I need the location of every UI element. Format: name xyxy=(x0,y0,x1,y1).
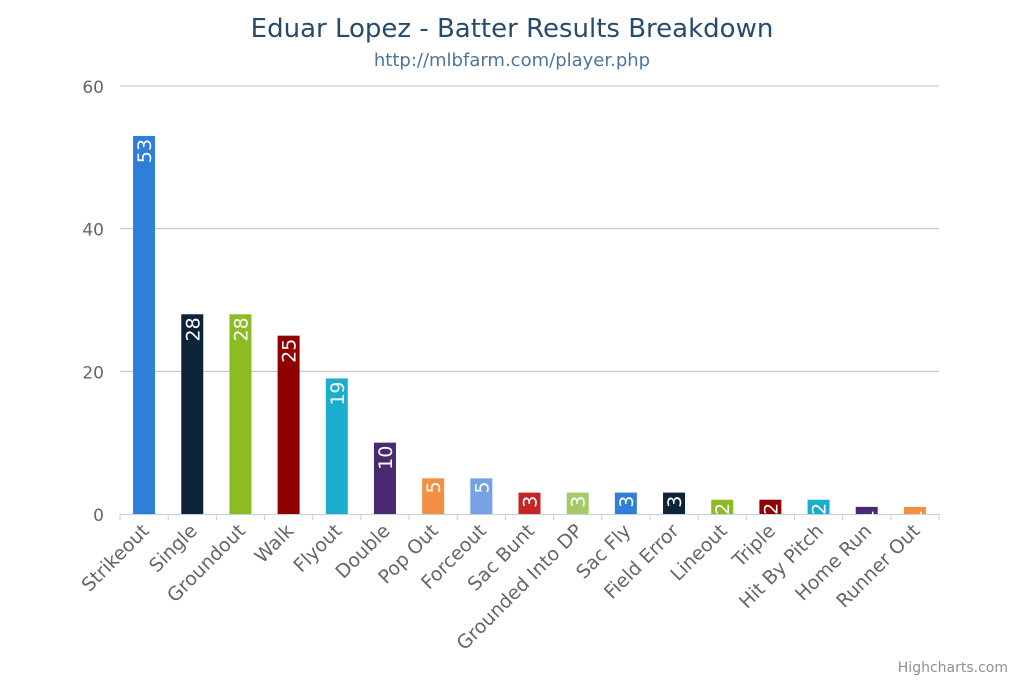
chart-subtitle[interactable]: http://mlbfarm.com/player.php xyxy=(373,50,651,71)
x-tick-label: Strikeout xyxy=(77,520,153,596)
bar xyxy=(277,335,300,514)
y-tick-label: 20 xyxy=(82,363,104,383)
bar xyxy=(903,506,926,514)
data-label: 3 xyxy=(616,496,638,508)
data-label: 5 xyxy=(423,481,445,493)
data-label: 19 xyxy=(327,381,349,405)
bar xyxy=(759,499,782,514)
data-label: 53 xyxy=(134,139,156,163)
bar xyxy=(229,314,252,514)
bar xyxy=(807,499,830,514)
data-label: 10 xyxy=(375,446,397,470)
bar xyxy=(325,378,348,514)
data-label: 1 xyxy=(905,510,927,522)
bar xyxy=(422,478,445,514)
y-tick-label: 60 xyxy=(82,78,104,98)
bar xyxy=(566,492,589,514)
bar xyxy=(614,492,637,514)
data-label: 2 xyxy=(712,503,734,515)
data-label: 28 xyxy=(182,317,204,341)
bar xyxy=(470,478,493,514)
y-tick-label: 40 xyxy=(82,221,104,241)
chart-title: Eduar Lopez - Batter Results Breakdown xyxy=(250,14,774,44)
data-label: 28 xyxy=(230,317,252,341)
data-label: 3 xyxy=(520,496,542,508)
bar xyxy=(133,135,156,514)
data-label: 3 xyxy=(568,496,590,508)
data-label: 3 xyxy=(664,496,686,508)
bar xyxy=(518,492,541,514)
credits-link[interactable]: Highcharts.com xyxy=(897,660,1008,676)
data-label: 2 xyxy=(760,503,782,515)
bar xyxy=(855,506,878,514)
bar xyxy=(181,314,204,514)
bar xyxy=(663,492,686,514)
bar xyxy=(711,499,734,514)
y-tick-label: 0 xyxy=(93,506,104,526)
bar xyxy=(373,442,396,514)
data-label: 25 xyxy=(279,339,301,363)
data-label: 2 xyxy=(809,503,831,515)
data-label: 1 xyxy=(857,510,879,522)
data-label: 5 xyxy=(471,481,493,493)
